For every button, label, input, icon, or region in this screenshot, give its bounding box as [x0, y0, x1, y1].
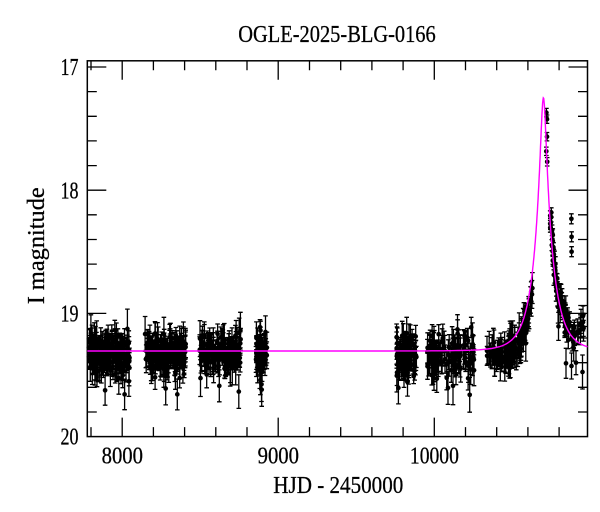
svg-text:10000: 10000: [410, 444, 459, 470]
svg-text:20: 20: [61, 425, 79, 451]
svg-text:19: 19: [61, 302, 79, 328]
svg-text:HJD - 2450000: HJD - 2450000: [273, 473, 403, 499]
svg-text:I magnitude: I magnitude: [24, 187, 50, 304]
svg-text:18: 18: [61, 178, 79, 204]
svg-text:9000: 9000: [258, 444, 299, 470]
svg-text:17: 17: [61, 55, 79, 81]
svg-text:8000: 8000: [102, 444, 143, 470]
svg-text:OGLE-2025-BLG-0166: OGLE-2025-BLG-0166: [238, 22, 436, 48]
